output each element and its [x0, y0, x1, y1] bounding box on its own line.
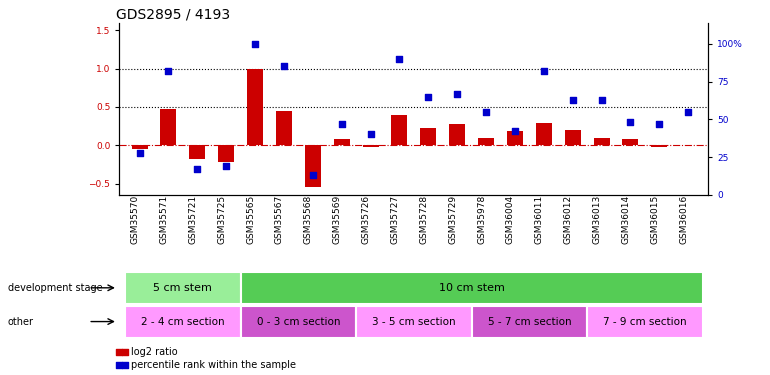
Text: 7 - 9 cm section: 7 - 9 cm section	[603, 316, 687, 327]
Point	[364, 132, 377, 138]
Text: GSM35567: GSM35567	[275, 195, 284, 244]
Text: development stage: development stage	[8, 283, 102, 293]
Bar	[594, 138, 610, 145]
Point	[278, 63, 290, 69]
Text: log2 ratio: log2 ratio	[131, 347, 178, 357]
Bar	[333, 139, 350, 145]
Point	[249, 40, 261, 46]
Point	[624, 119, 637, 125]
Bar	[276, 111, 292, 145]
Point	[306, 172, 319, 178]
Bar	[240, 306, 356, 338]
Bar	[125, 306, 240, 338]
Point	[119, 349, 131, 355]
Point	[113, 349, 126, 355]
Text: 2 - 4 cm section: 2 - 4 cm section	[141, 316, 225, 327]
Text: GSM35568: GSM35568	[304, 195, 313, 244]
Text: GSM35721: GSM35721	[189, 195, 197, 244]
Bar	[189, 145, 206, 159]
Point	[191, 166, 203, 172]
Text: 10 cm stem: 10 cm stem	[439, 283, 504, 293]
Text: GSM35570: GSM35570	[131, 195, 139, 244]
Text: GDS2895 / 4193: GDS2895 / 4193	[116, 8, 230, 21]
Text: GSM36011: GSM36011	[535, 195, 544, 244]
Text: GSM35569: GSM35569	[333, 195, 342, 244]
Text: GSM36014: GSM36014	[621, 195, 631, 244]
Text: GSM35571: GSM35571	[159, 195, 169, 244]
Text: GSM35565: GSM35565	[246, 195, 255, 244]
Point	[537, 68, 550, 74]
Text: GSM35726: GSM35726	[362, 195, 370, 244]
Point	[220, 163, 233, 169]
Text: GSM35729: GSM35729	[448, 195, 457, 244]
Point	[162, 68, 175, 74]
Bar	[391, 114, 407, 145]
Point	[336, 121, 348, 127]
Bar	[449, 124, 465, 145]
Point	[133, 150, 146, 156]
Bar	[305, 145, 321, 188]
Point	[567, 97, 579, 103]
Text: 5 cm stem: 5 cm stem	[153, 283, 213, 293]
Bar	[587, 306, 702, 338]
Bar	[471, 306, 587, 338]
Point	[509, 129, 521, 135]
Bar	[218, 145, 234, 162]
Bar	[363, 145, 379, 147]
Bar	[240, 272, 702, 304]
Bar	[622, 139, 638, 145]
Text: GSM36004: GSM36004	[506, 195, 515, 244]
Text: 0 - 3 cm section: 0 - 3 cm section	[256, 316, 340, 327]
Bar	[247, 69, 263, 145]
Bar	[160, 109, 176, 145]
Point	[393, 56, 406, 62]
Text: 3 - 5 cm section: 3 - 5 cm section	[372, 316, 456, 327]
Bar	[125, 272, 240, 304]
Bar	[420, 128, 437, 145]
Bar	[536, 123, 552, 145]
Point	[595, 97, 608, 103]
Point	[451, 91, 464, 97]
Text: GSM35728: GSM35728	[420, 195, 428, 244]
Point	[422, 94, 434, 100]
Point	[480, 109, 492, 115]
Text: 5 - 7 cm section: 5 - 7 cm section	[487, 316, 571, 327]
Text: GSM36016: GSM36016	[679, 195, 688, 244]
Bar	[478, 138, 494, 145]
Bar	[564, 130, 581, 145]
Text: GSM36015: GSM36015	[651, 195, 659, 244]
Bar	[651, 145, 668, 147]
Text: GSM35978: GSM35978	[477, 195, 486, 244]
Text: other: other	[8, 316, 34, 327]
Text: GSM36012: GSM36012	[564, 195, 573, 244]
Point	[653, 121, 665, 127]
Bar	[507, 130, 523, 145]
Point	[682, 109, 695, 115]
Text: percentile rank within the sample: percentile rank within the sample	[131, 360, 296, 370]
Text: GSM35725: GSM35725	[217, 195, 226, 244]
Bar	[132, 145, 148, 149]
Text: GSM36013: GSM36013	[593, 195, 601, 244]
Bar	[356, 306, 471, 338]
Text: GSM35727: GSM35727	[390, 195, 400, 244]
Point	[113, 362, 126, 368]
Point	[119, 362, 131, 368]
